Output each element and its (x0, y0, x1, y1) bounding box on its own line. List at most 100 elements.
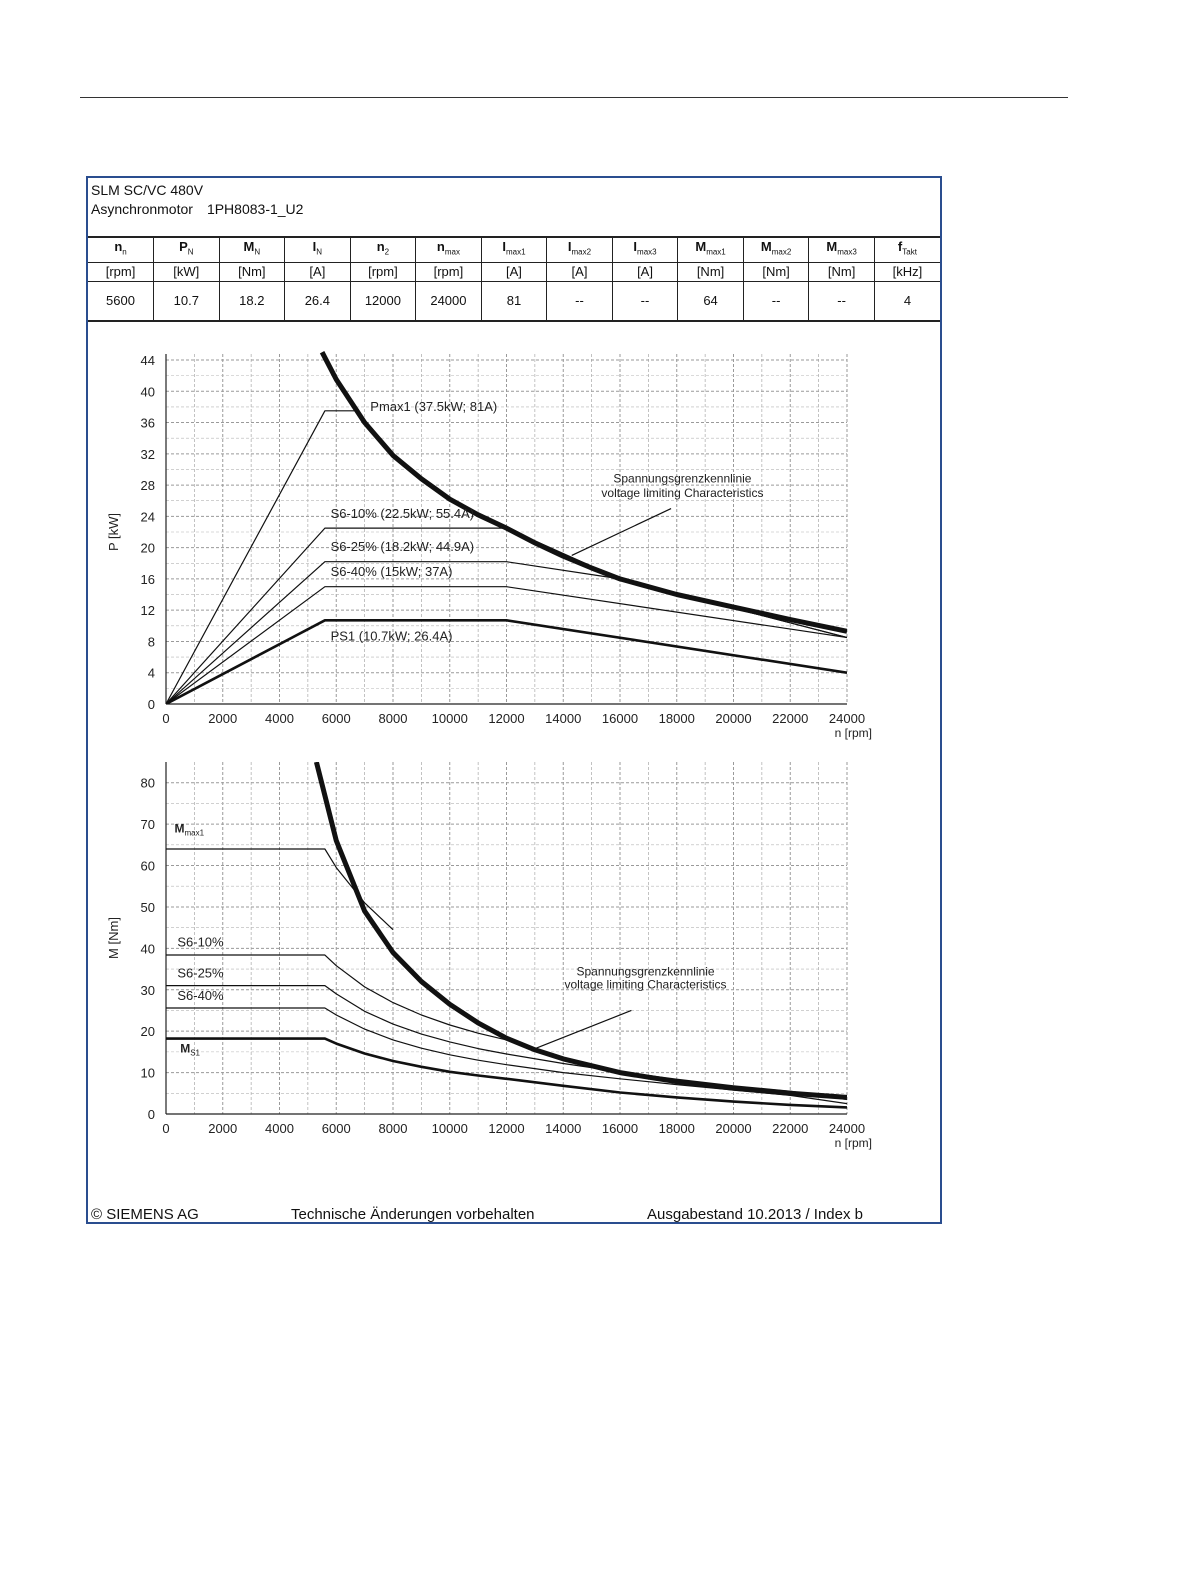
y-tick-label: 12 (141, 603, 155, 618)
x-tick-label: 6000 (322, 711, 351, 726)
spec-symbol: n (436, 239, 445, 254)
x-tick-label: 0 (162, 711, 169, 726)
spec-subscript: max3 (637, 247, 657, 257)
series-line-s6-25-18-2kw-44-9a (166, 561, 847, 704)
spec-value-cell: 81 (480, 280, 548, 322)
spec-header-cell: IN (284, 235, 351, 263)
spec-value-row: 5600 10.7 18.2 26.4 12000 24000 81 -- -- 64 -- -- 4 (88, 280, 940, 322)
spec-symbol: M (826, 239, 838, 254)
y-tick-label: 28 (141, 478, 155, 493)
annotation-label: Pmax1 (37.5kW; 81A) (370, 399, 497, 414)
sheet-title: SLM SC/VC 480V Asynchronmotor 1PH8083-1_U… (91, 181, 303, 219)
spec-symbol: I (567, 239, 572, 254)
y-tick-label: 4 (148, 666, 155, 681)
spec-subscript: max2 (571, 247, 592, 257)
spec-unit-row: [rpm] [kW] [Nm] [A] [rpm] [rpm] [A] [A] [A] [Nm][… (88, 261, 940, 282)
spec-subscript: N (316, 247, 323, 257)
motor-model: 1PH8083-1_U2 (206, 201, 304, 217)
spec-unit-cell: [rpm] (415, 261, 482, 282)
spec-value-cell: 24000 (415, 280, 482, 322)
spec-unit-cell: [A] (284, 261, 351, 282)
x-tick-label: 4000 (265, 711, 294, 726)
spec-subscript: max2 (771, 247, 792, 257)
x-tick-label: 16000 (602, 711, 638, 726)
spec-subscript: N (187, 247, 194, 257)
y-tick-label: 8 (148, 634, 155, 649)
x-tick-label: 10000 (432, 711, 468, 726)
spec-symbol: I (633, 239, 638, 254)
spec-symbol: n (376, 239, 385, 254)
y-tick-label: 20 (141, 541, 155, 556)
x-tick-label: 18000 (659, 711, 695, 726)
spec-value-cell: -- (808, 280, 875, 322)
y-tick-label: 0 (148, 697, 155, 712)
spec-symbol: M (695, 239, 707, 254)
annotation-pointer-line (571, 508, 672, 556)
annotation-label: Spannungsgrenzkennlinie (613, 472, 751, 486)
x-tick-label: 20000 (715, 711, 751, 726)
spec-header-cell: Mmax2 (742, 235, 810, 263)
spec-symbol: M (243, 239, 255, 254)
spec-value-cell: 10.7 (153, 280, 220, 322)
spec-symbol: I (502, 239, 506, 254)
spec-symbol: M (760, 239, 772, 254)
x-tick-label: 12000 (488, 711, 524, 726)
spec-unit-cell: [rpm] (349, 261, 417, 282)
spec-subscript: max1 (505, 247, 526, 257)
y-axis-label: P [kW] (106, 513, 121, 551)
series-line-pmax1-37-5kw-81a (166, 410, 359, 704)
annotation-label: S6-25% (18.2kW; 44.9A) (331, 539, 475, 554)
spec-value-cell: 12000 (349, 280, 417, 322)
spec-value-cell: -- (546, 280, 613, 322)
x-tick-label: 22000 (772, 711, 808, 726)
spec-header-cell: nmax (415, 235, 482, 263)
spec-subscript: 2 (384, 247, 390, 257)
x-axis-label: n [rpm] (835, 726, 872, 740)
spec-header-cell: PN (153, 235, 220, 263)
spec-unit-cell: [Nm] (677, 261, 744, 282)
spec-unit-cell: [A] (546, 261, 613, 282)
motor-type: Asynchronmotor (91, 201, 193, 217)
annotation-label: voltage limiting Characteristics (601, 486, 763, 500)
x-tick-label: 14000 (545, 711, 581, 726)
spec-value-cell: -- (611, 280, 679, 322)
spec-symbol: n (114, 239, 123, 254)
spec-value-cell: 26.4 (284, 280, 351, 322)
annotation-label: S6-10% (22.5kW; 55.4A) (331, 506, 475, 521)
spec-symbol: P (179, 239, 188, 254)
spec-value-cell: 4 (873, 280, 940, 322)
series-line-s6-40-15kw-37a (166, 586, 847, 704)
spec-header-cell: n2 (349, 235, 417, 263)
y-tick-label: 36 (141, 416, 155, 431)
spec-header-cell: Imax3 (611, 235, 679, 263)
footer-notice: Technische Änderungen vorbehalten (291, 1206, 535, 1223)
title-line-2: Asynchronmotor 1PH8083-1_U2 (91, 200, 303, 219)
spec-value-cell: 5600 (88, 280, 155, 322)
spec-header-cell: MN (218, 235, 286, 263)
x-tick-label: 8000 (379, 711, 408, 726)
x-tick-label: 2000 (208, 711, 237, 726)
spec-subscript: max1 (706, 247, 726, 257)
y-tick-label: 40 (141, 384, 155, 399)
spec-header-row: nn PN MN IN n2 nmax Imax1 Imax2 Imax3 Mmax1 Mmax2 M… (88, 235, 940, 263)
spec-subscript: n (122, 247, 127, 257)
series-line-spannungsgrenzkennlinie (319, 351, 847, 634)
spec-table: nn PN MN IN n2 nmax Imax1 Imax2 Imax3 Mmax1 Mmax2 M… (88, 235, 940, 322)
spec-subscript: Takt (902, 247, 917, 257)
spec-unit-cell: [A] (611, 261, 679, 282)
y-tick-label: 24 (141, 509, 155, 524)
y-tick-label: 16 (141, 572, 155, 587)
top-rule (80, 97, 1068, 98)
spec-unit-cell: [kHz] (873, 261, 940, 282)
spec-header-cell: Imax1 (480, 235, 548, 263)
spec-subscript: max3 (837, 247, 857, 257)
spec-unit-cell: [Nm] (742, 261, 810, 282)
spec-unit-cell: [A] (480, 261, 548, 282)
series-line-ps1-10-7kw-26-4a (166, 618, 847, 704)
spec-value-cell: 18.2 (218, 280, 286, 322)
spec-unit-cell: [Nm] (808, 261, 875, 282)
spec-subscript: max (444, 247, 460, 257)
spec-symbol: f (897, 239, 903, 254)
y-tick-label: 32 (141, 447, 155, 462)
